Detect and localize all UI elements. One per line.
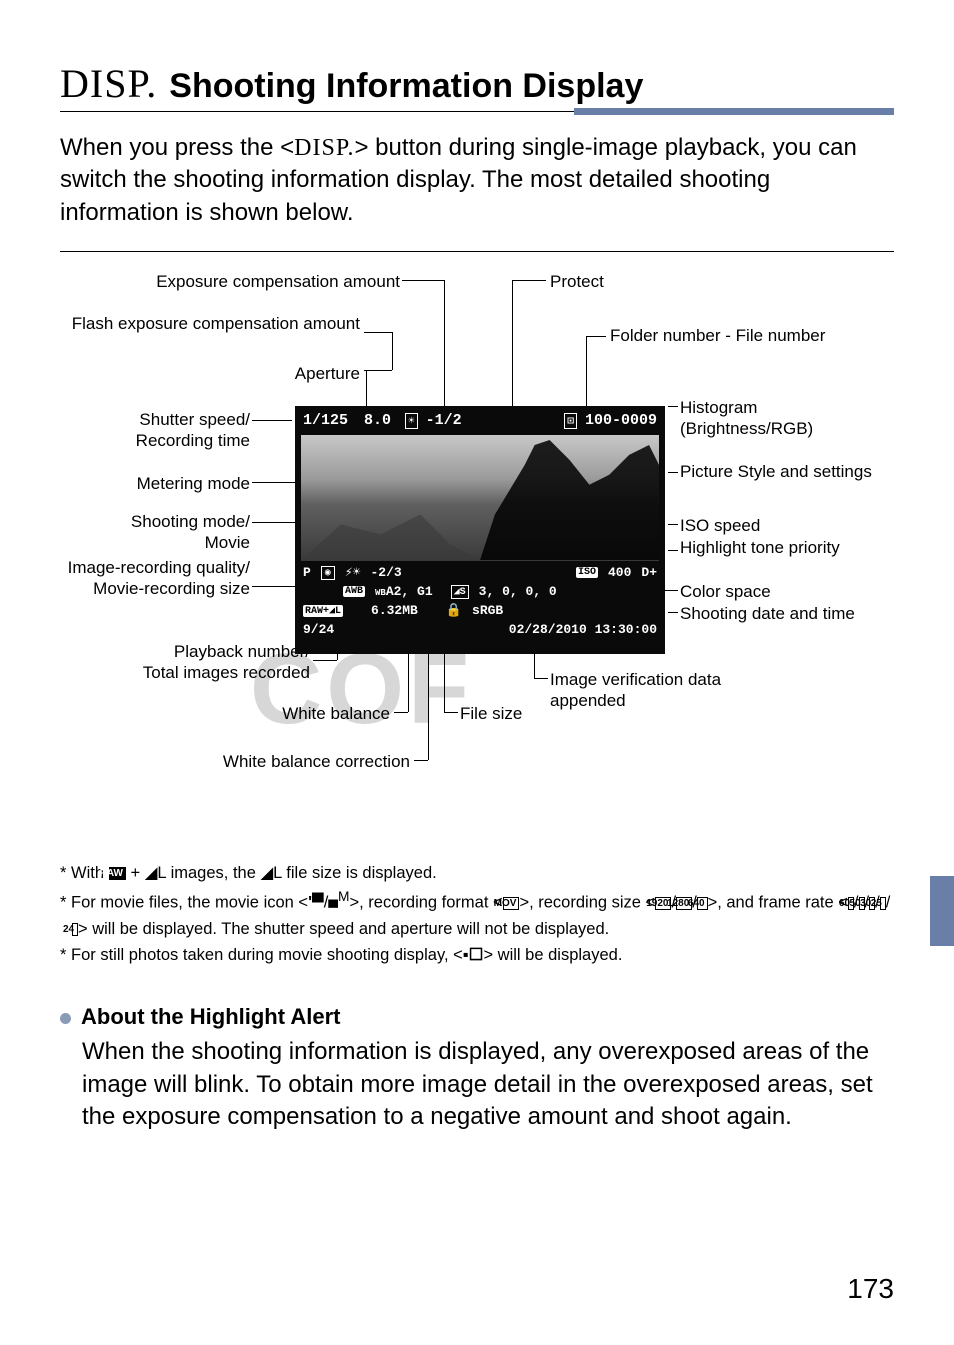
heading-title: Shooting Information Display xyxy=(169,67,643,106)
lcd-display: 1/125 8.0 ☀ -1/2 ⊡ 100-0009 P ◉ ⚡☀ -2/3 IS… xyxy=(295,406,665,654)
lcd-ps-val: 3, 0, 0, 0 xyxy=(479,584,557,599)
mov-icon: MOV xyxy=(503,897,520,910)
lcd-flash-val: -2/3 xyxy=(370,565,401,580)
lcd-image-area xyxy=(301,435,659,561)
lcd-wb: WBA2, G1 xyxy=(375,584,433,599)
label-iso: ISO speed xyxy=(680,516,880,536)
label-img-rec: Image-recording quality/ Movie-recording… xyxy=(60,558,250,599)
lcd-metering-icon: ◉ xyxy=(321,566,335,580)
lcd-row-2: AWB WBA2, G1 ◢S 3, 0, 0, 0 xyxy=(295,582,665,601)
highlight-alert-section: About the Highlight Alert When the shoot… xyxy=(60,1004,894,1133)
lcd-count: 9/24 xyxy=(303,622,334,637)
lcd-flash-icon: ⚡☀ xyxy=(345,565,361,580)
label-shooting-mode: Shooting mode/ Movie xyxy=(60,512,250,553)
lcd-bottom-row: 9/24 02/28/2010 13:30:00 xyxy=(295,620,665,639)
lcd-row-1: P ◉ ⚡☀ -2/3 ISO 400 D+ xyxy=(295,563,665,582)
label-histogram: Histogram (Brightness/RGB) xyxy=(680,398,880,439)
intro-text: When you press the <DISP.> button during… xyxy=(60,132,894,252)
lcd-datetime: 02/28/2010 13:30:00 xyxy=(509,622,657,637)
lcd-srgb: sRGB xyxy=(472,603,503,618)
page-number: 173 xyxy=(847,1273,894,1305)
lcd-mode: P xyxy=(303,565,311,580)
note-3: * For still photos taken during movie sh… xyxy=(60,944,894,966)
label-metering: Metering mode xyxy=(60,474,250,494)
lcd-raw: RAW+◢L xyxy=(303,605,343,617)
footnotes: * With RAW + ◢L images, the ◢L file size… xyxy=(60,862,894,966)
label-aperture: Aperture xyxy=(60,364,360,384)
label-shutter: Shutter speed/ Recording time xyxy=(60,410,250,451)
label-protect: Protect xyxy=(550,272,670,292)
label-wb: White balance xyxy=(60,704,390,724)
info-diagram: COF Exposure compensation amount Flash e… xyxy=(60,272,894,832)
lcd-ps-icon: ◢S xyxy=(451,585,469,599)
lcd-shutter: 1/125 xyxy=(303,412,348,429)
note-1: * With RAW + ◢L images, the ◢L file size… xyxy=(60,862,894,884)
lcd-lock-icon: 🔒 xyxy=(446,603,462,618)
label-filesize: File size xyxy=(460,704,580,724)
lcd-filesize: 6.32MB xyxy=(371,603,418,618)
side-tab xyxy=(930,876,954,946)
label-playback: Playback number/ Total images recorded xyxy=(60,642,310,683)
lcd-iso-icon: ISO xyxy=(576,567,598,578)
label-flash-exp: Flash exposure compensation amount xyxy=(60,314,360,334)
page-heading: DISP. Shooting Information Display xyxy=(60,60,894,112)
label-exposure-comp: Exposure compensation amount xyxy=(60,272,400,292)
highlight-alert-title: About the Highlight Alert xyxy=(60,1004,894,1030)
lcd-expcomp: -1/2 xyxy=(426,412,462,429)
lcd-awb: AWB xyxy=(343,586,365,597)
lcd-row-3: RAW+◢L 6.32MB 🔒 sRGB xyxy=(295,601,665,620)
histogram-svg xyxy=(301,435,659,560)
label-wb-corr: White balance correction xyxy=(60,752,410,772)
label-folder: Folder number - File number xyxy=(610,326,830,346)
lcd-top-row: 1/125 8.0 ☀ -1/2 ⊡ 100-0009 xyxy=(295,406,665,433)
bullet-icon xyxy=(60,1013,71,1024)
disp-prefix: DISP. xyxy=(60,60,157,107)
intro-part1: When you press the < xyxy=(60,134,294,161)
label-colorspace: Color space xyxy=(680,582,880,602)
label-picstyle: Picture Style and settings xyxy=(680,462,880,482)
lcd-iso: 400 xyxy=(608,565,631,580)
label-shootdate: Shooting date and time xyxy=(680,604,880,624)
lcd-dplus: D+ xyxy=(641,565,657,580)
lcd-expcomp-icon: ☀ xyxy=(405,413,418,429)
raw-icon: RAW xyxy=(109,867,126,880)
highlight-alert-body: When the shooting information is display… xyxy=(82,1036,894,1133)
lcd-aperture: 8.0 xyxy=(364,412,391,429)
note-2: * For movie files, the movie icon <'▀/▀M… xyxy=(60,888,894,940)
disp-inline: DISP. xyxy=(294,135,354,161)
lcd-folder: 100-0009 xyxy=(585,412,657,429)
lcd-protect-icon: ⊡ xyxy=(564,413,577,429)
label-highlight: Highlight tone priority xyxy=(680,538,880,558)
label-img-verify: Image verification data appended xyxy=(550,670,800,711)
